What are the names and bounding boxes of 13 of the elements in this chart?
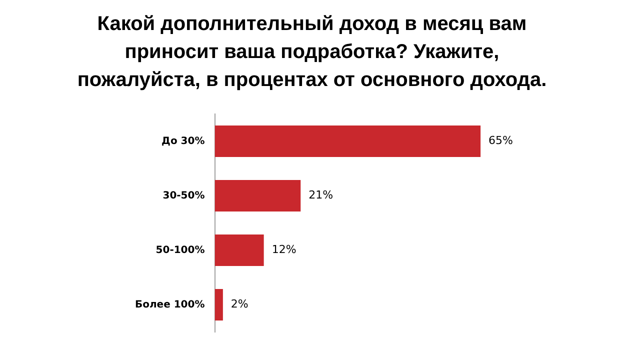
data-label: 21% bbox=[308, 188, 334, 202]
bar bbox=[214, 288, 223, 321]
bar bbox=[214, 125, 481, 158]
data-label: 12% bbox=[272, 243, 296, 256]
y-tick-label: 30-50% bbox=[162, 190, 205, 202]
y-tick-label: 50-100% bbox=[156, 244, 205, 256]
y-tick-label: Более 100% bbox=[134, 299, 205, 310]
bar bbox=[214, 180, 301, 212]
data-label: 2% bbox=[230, 298, 248, 311]
bar bbox=[214, 234, 264, 266]
chart-title: Какой дополнительный доход в месяц вам приносит ваша подработка? Укажите, пожалуйста, в процентах от основного дохода. bbox=[76, 12, 548, 93]
y-tick-label: До 30% bbox=[162, 136, 205, 147]
data-label: 65% bbox=[488, 134, 514, 148]
